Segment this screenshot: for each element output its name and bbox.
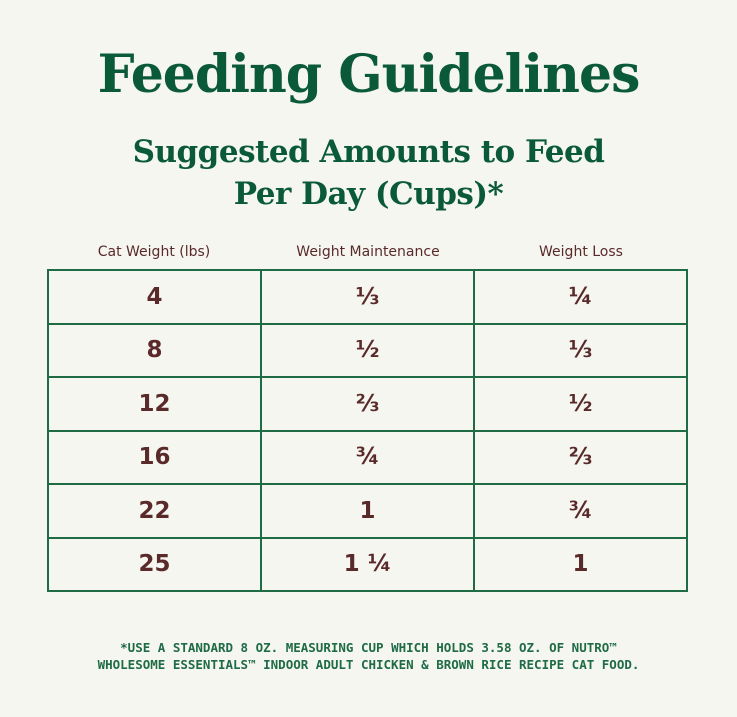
table-cell: ⅔: [260, 376, 475, 432]
table-cell: 1 ¼: [260, 536, 475, 592]
table-cell: 4: [47, 269, 262, 325]
table-cell: 1: [473, 536, 688, 592]
subtitle: Per Day (Cups)*: [233, 176, 504, 212]
column-header: Cat Weight (lbs): [97, 244, 211, 260]
table-cell: 16: [47, 429, 262, 485]
table-cell: ½: [473, 376, 688, 432]
table-cell: ¾: [260, 429, 475, 485]
footnote: *USE A STANDARD 8 OZ. MEASURING CUP WHIC…: [120, 640, 617, 655]
table-cell: ⅓: [260, 269, 475, 325]
column-header: Weight Loss: [539, 244, 623, 260]
table-cell: 25: [47, 536, 262, 592]
table-cell: ¾: [473, 483, 688, 539]
table-cell: 8: [47, 322, 262, 378]
subtitle: Suggested Amounts to Feed: [132, 134, 605, 170]
table-cell: 1: [260, 483, 475, 539]
footnote: WHOLESOME ESSENTIALS™ INDOOR ADULT CHICK…: [97, 657, 640, 672]
table-row: 12 ⅔ ½: [47, 376, 688, 432]
table-cell: 22: [47, 483, 262, 539]
table-cell: ¼: [473, 269, 688, 325]
table-cell: ⅔: [473, 429, 688, 485]
table-cell: ½: [260, 322, 475, 378]
table-row: 22 1 ¾: [47, 483, 688, 539]
title: Feeding Guidelines: [97, 44, 641, 105]
table-cell: 12: [47, 376, 262, 432]
table-row: 16 ¾ ⅔: [47, 429, 688, 485]
column-header: Weight Maintenance: [296, 244, 440, 260]
table-cell: ⅓: [473, 322, 688, 378]
